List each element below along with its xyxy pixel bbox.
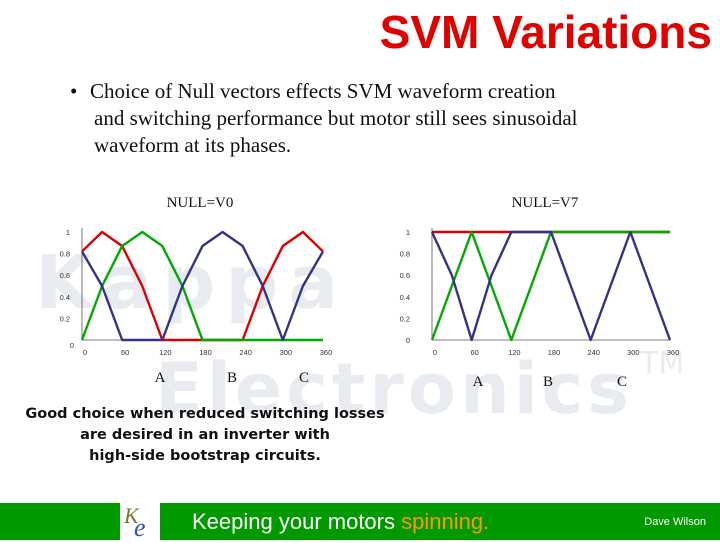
chart-1-x-tick-label: 360 [320, 348, 333, 357]
slide-title: SVM Variations [379, 6, 712, 58]
tagline-highlight: spinning. [401, 509, 490, 534]
chart-2-y-tick-label: 0.6 [400, 271, 410, 280]
watermark-kappa: Kappa [35, 240, 349, 326]
note-line-1: Good choice when reduced switching losse… [25, 406, 385, 422]
chart-2-y-tick-label: 1 [406, 228, 410, 237]
tagline-main: Keeping your motors [192, 509, 402, 534]
chart-2-x-tick-label: 0 [433, 348, 437, 357]
chart-1-x-tick-label: 0 [83, 348, 87, 357]
chart-2-y-tick-label: 0.4 [400, 293, 410, 302]
footer-bar: K e Keeping your motors spinning. Dave W… [0, 503, 720, 542]
chart-1-x-tick-label: 180 [199, 348, 212, 357]
bullet-dot-icon: • [70, 79, 78, 103]
chart-1-y-tick-label: 0.8 [60, 250, 70, 259]
chart-1-series-c [80, 230, 325, 342]
chart-1-y-tick-label: 1 [66, 228, 70, 237]
footer-author: Dave Wilson [644, 516, 706, 528]
bullet-text: Choice of Null vectors effects SVM wavef… [90, 78, 670, 159]
chart-2-x-tick-label: 300 [627, 348, 640, 357]
chart-2-x-tick-label: 360 [667, 348, 680, 357]
chart-1-y-tick-label: 0.4 [60, 293, 70, 302]
chart-1-origin-label: 0 [70, 341, 74, 350]
chart-1-x-tick-label: 60 [121, 348, 129, 357]
kappa-logo: K e [120, 503, 160, 542]
chart-2-x-tick-label: 60 [470, 348, 478, 357]
watermark-trademark: TM [640, 346, 685, 381]
chart-1-title: NULL=V0 [167, 195, 234, 211]
bullet-line-3: waveform at its phases. [94, 133, 292, 157]
chart-2-title: NULL=V7 [512, 195, 579, 211]
bullet-line-1: Choice of Null vectors effects SVM wavef… [90, 79, 556, 103]
chart-2-series-c [430, 230, 672, 342]
chart-1-phase-label-a: A [155, 370, 166, 386]
chart-2-phase-label-c: C [617, 374, 627, 390]
chart-1-x-tick-label: 120 [159, 348, 172, 357]
chart-1-y-tick-label: 0.6 [60, 271, 70, 280]
watermark-electronics: Electronics [155, 348, 633, 430]
note-line-3: high-side bootstrap circuits. [89, 448, 321, 464]
chart-1-x-tick-label: 300 [280, 348, 293, 357]
chart-2-phase-label-b: B [543, 374, 553, 390]
chart-2-x-tick-label: 120 [508, 348, 521, 357]
chart-1-x-tick-label: 240 [239, 348, 252, 357]
note-line-2: are desired in an inverter with [80, 427, 330, 443]
chart-2-y-tick-label: 0.2 [400, 314, 410, 323]
chart-1-phase-label-b: B [227, 370, 237, 386]
logo-letter-e: e [134, 513, 146, 542]
chart-2-phase-label-a: A [473, 374, 484, 390]
logo-letter-k: K [124, 503, 139, 528]
chart-2-x-tick-label: 240 [587, 348, 600, 357]
bullet-point: • Choice of Null vectors effects SVM wav… [70, 78, 670, 159]
bullet-line-2: and switching performance but motor stil… [94, 106, 578, 130]
chart-2-x-tick-label: 180 [548, 348, 561, 357]
footer-tagline: Keeping your motors spinning. [192, 509, 489, 535]
chart-1-y-tick-label: 0.2 [60, 314, 70, 323]
chart-1-phase-label-c: C [299, 370, 309, 386]
chart-2-y-tick-label: 0.8 [400, 250, 410, 259]
chart-2-y-tick-label: 0 [406, 336, 410, 345]
note-text: Good choice when reduced switching losse… [20, 404, 390, 467]
